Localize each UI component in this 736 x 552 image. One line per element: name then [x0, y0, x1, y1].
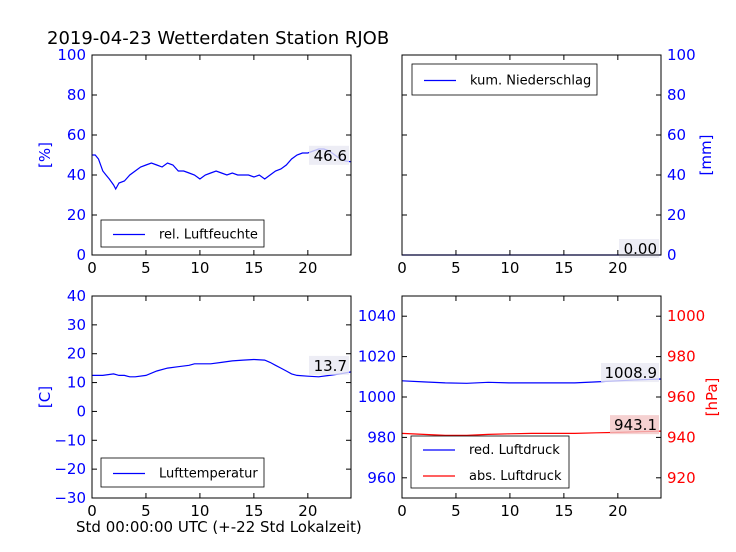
- last-value-bg: [601, 363, 659, 383]
- last-value-bg: [610, 415, 659, 435]
- x-tick-label: 5: [141, 502, 151, 520]
- x-tick-label: 5: [141, 259, 151, 277]
- panel-temperature: 0 5 10 15 20 −30 −20 −10 0 10 20 30 40 [C] 13.7 Lufttem…: [36, 287, 352, 520]
- y-tick-label: 100: [667, 46, 696, 64]
- y-tick-label-right: 980: [667, 348, 696, 366]
- last-value-label: 1008.9: [605, 364, 658, 382]
- x-tick-label: 20: [608, 502, 627, 520]
- y-tick-label-right: 920: [667, 469, 696, 487]
- x-tick-label: 20: [298, 259, 317, 277]
- x-tick-label: 20: [298, 502, 317, 520]
- x-tick-label: 15: [244, 502, 263, 520]
- x-tick-label: 0: [397, 259, 407, 277]
- series-line-1: [92, 358, 352, 378]
- y-tick-label: 20: [667, 206, 686, 224]
- y-tick-label: 80: [67, 86, 86, 104]
- x-tick-label: 10: [190, 502, 209, 520]
- y-tick-label: 80: [667, 86, 686, 104]
- panel-precipitation: 0 5 10 15 20 0 20 40 60 80 100 [mm] 0.00 kum. Nieders…: [397, 46, 715, 277]
- last-value-label: 46.6: [314, 147, 347, 165]
- last-value-label: 0.00: [624, 240, 657, 258]
- x-tick-label: 0: [397, 502, 407, 520]
- footer-xlabel: Std 00:00:00 UTC (+-22 Std Lokalzeit): [76, 518, 362, 536]
- y-axis-label: [%]: [36, 142, 54, 168]
- legend-box: [410, 435, 570, 489]
- legend-label: rel. Luftfeuchte: [159, 228, 258, 243]
- legend-label: red. Luftdruck: [469, 443, 560, 458]
- y-tick-label: 0: [667, 246, 677, 264]
- y-axis-label: [C]: [36, 386, 54, 408]
- y-tick-label: 20: [67, 345, 86, 363]
- legend-box: [100, 457, 265, 488]
- x-tick-label: 20: [608, 259, 627, 277]
- y-tick-label: 40: [667, 166, 686, 184]
- last-value-bg: [619, 239, 659, 258]
- legend-label: kum. Niederschlag: [470, 74, 591, 89]
- panel-humidity: 0 5 10 15 20 0 20 40 60 80 100 [%] 46.6 rel. Luftfeuc…: [36, 46, 352, 277]
- x-tick-label: 15: [554, 502, 573, 520]
- y-tick-label: 30: [67, 316, 86, 334]
- y-tick-label: −20: [54, 460, 86, 478]
- plot-frame: [91, 54, 352, 256]
- last-value-bg: [309, 355, 349, 375]
- y-axis-label: [mm]: [697, 135, 715, 176]
- y-tick-label: 980: [367, 428, 396, 446]
- panel-pressure: 0 5 10 15 20 960 980 1000 1020 1040 920 940 960 980 10…: [358, 295, 721, 520]
- y-tick-label: 1020: [358, 348, 396, 366]
- legend-label: Lufttemperatur: [159, 467, 258, 482]
- y-tick-label-right: 940: [667, 428, 696, 446]
- y-tick-label: 40: [67, 166, 86, 184]
- x-tick-label: 10: [190, 259, 209, 277]
- y-tick-label: 60: [67, 126, 86, 144]
- y-tick-label: 40: [67, 287, 86, 305]
- legend-label: abs. Luftdruck: [469, 469, 562, 484]
- y-tick-label: −10: [54, 431, 86, 449]
- legend-box: [411, 63, 598, 96]
- y-tick-label: 1000: [358, 388, 396, 406]
- x-tick-label: 0: [87, 502, 97, 520]
- x-tick-label: 5: [451, 502, 461, 520]
- x-tick-label: 15: [244, 259, 263, 277]
- y-tick-label: 0: [76, 402, 86, 420]
- plot-frame: [401, 295, 662, 499]
- plot-frame: [91, 295, 352, 499]
- x-tick-label: 15: [554, 259, 573, 277]
- series-line-1: [92, 148, 352, 191]
- y-tick-label: 1040: [358, 307, 396, 325]
- page-title: 2019-04-23 Wetterdaten Station RJOB: [47, 28, 389, 49]
- y-tick-label: 100: [57, 46, 86, 64]
- y-tick-label: 20: [67, 206, 86, 224]
- x-tick-label: 10: [500, 259, 519, 277]
- y-tick-label-right: 1000: [667, 307, 705, 325]
- y-tick-label: 10: [67, 374, 86, 392]
- y-tick-label: 0: [76, 246, 86, 264]
- x-tick-label: 0: [87, 259, 97, 277]
- x-tick-label: 10: [500, 502, 519, 520]
- y-tick-label-right: 960: [667, 388, 696, 406]
- last-value-label: 943.1: [614, 416, 657, 434]
- y-tick-label: 60: [667, 126, 686, 144]
- y-tick-label: 960: [367, 469, 396, 487]
- y-tick-label: −30: [54, 489, 86, 507]
- plot-frame: [401, 54, 662, 256]
- last-value-label: 13.7: [314, 357, 347, 375]
- legend-box: [100, 219, 265, 248]
- last-value-bg: [309, 145, 349, 165]
- y-axis-label-right: [hPa]: [703, 378, 721, 417]
- x-tick-label: 5: [451, 259, 461, 277]
